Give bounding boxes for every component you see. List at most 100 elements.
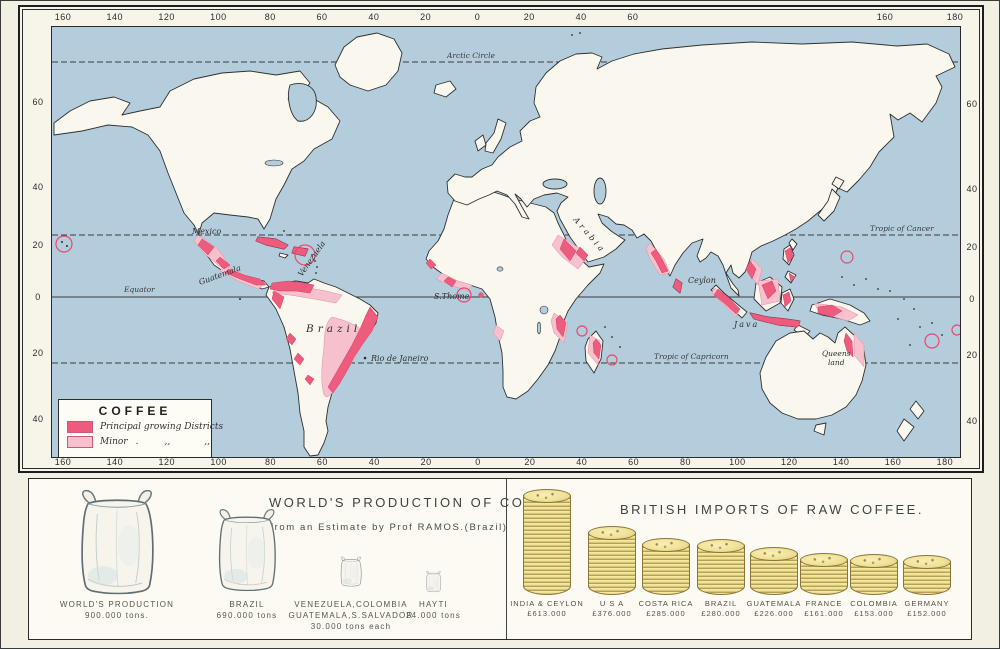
jamaica-island	[278, 252, 289, 259]
imports-title: BRITISH IMPORTS OF RAW COFFEE.	[620, 502, 924, 517]
axis-tick-label: 0	[475, 457, 481, 467]
axis-tick-label: 140	[106, 12, 124, 22]
sack-label: BRAZIL	[229, 600, 265, 609]
british-imports-section: BRITISH IMPORTS OF RAW COFFEE. INDIA & C…	[506, 479, 971, 639]
sack-value: 24.000 tons	[405, 611, 461, 620]
legend-title: COFFEE	[98, 404, 172, 418]
coin-value: £161.000	[804, 609, 844, 618]
legend-row-minor: Minor . ,, ,,	[67, 436, 210, 448]
axis-tick-label: 40	[575, 12, 587, 22]
brazil-label: Brazil	[305, 323, 361, 335]
minor-island-rings	[55, 235, 960, 366]
axis-tick-label: 160	[884, 457, 902, 467]
ireland-island	[474, 134, 487, 152]
iceland-landmass	[433, 80, 457, 98]
coin-stack-colombia: COLOMBIA £153.000	[826, 554, 922, 618]
mexico-label: Mexico	[191, 227, 221, 236]
coin-stack-france: FRANCE £161.000	[776, 553, 872, 618]
axis-tick-label: 120	[158, 457, 176, 467]
sthome-label: S.Thome	[434, 292, 470, 301]
coin-value: £226.000	[754, 609, 794, 618]
north-america-landmass	[53, 70, 341, 290]
arctic-circle-label: Arctic Circle	[446, 51, 496, 60]
coin-label: GUATEMALA	[746, 599, 802, 608]
coin-stack-graphic	[588, 526, 636, 595]
axis-tick-label: 40	[576, 457, 588, 467]
ditto-dot: .	[135, 437, 139, 447]
coin-value: £153.000	[854, 609, 894, 618]
lakes	[264, 159, 549, 335]
queensland-label-line2: land	[828, 358, 845, 367]
coin-label: BRAZIL	[704, 599, 738, 608]
ceylon-label: Ceylon	[688, 276, 716, 285]
coin-stack-costa-rica: COSTA RICA £285.000	[618, 538, 714, 618]
axis-tick-label: 180	[936, 457, 954, 467]
axis-tick-label: 40	[368, 457, 380, 467]
coin-stack-usa: U S A £376.000	[564, 526, 660, 618]
coin-stack-india-ceylon: INDIA & CEYLON £613.000	[499, 489, 595, 618]
statistics-panel: WORLD'S PRODUCTION OF COFFEE from an Est…	[28, 478, 972, 640]
axis-tick-label: 20	[32, 240, 44, 250]
new-zealand-south	[896, 418, 915, 442]
axis-tick-label: 20	[966, 350, 978, 360]
eurasia-landmass	[446, 41, 956, 297]
coin-value: £613.000	[527, 609, 567, 618]
axis-tick-label: 60	[628, 457, 640, 467]
sack-caption: WORLD'S PRODUCTION 900.000 tons.	[22, 595, 212, 621]
axis-tick-label: 0	[969, 294, 975, 304]
principal-district-swatch	[67, 421, 93, 433]
world-map-frame: 160 140 120 100 80 60 40 20 0 20 40 60 1…	[18, 5, 984, 473]
axis-tick-label: 20	[420, 457, 432, 467]
axis-tick-label: 60	[32, 97, 44, 107]
coin-stack-graphic	[903, 555, 951, 595]
axis-tick-label: 100	[210, 12, 227, 22]
coin-value: £285.000	[646, 609, 686, 618]
british-isles	[484, 118, 507, 154]
axis-tick-label: 160	[876, 12, 894, 22]
worlds-production-section: WORLD'S PRODUCTION OF COFFEE from an Est…	[29, 479, 565, 639]
coin-value: £376.000	[592, 609, 632, 618]
axis-tick-label: 60	[627, 12, 639, 22]
coin-label: COLOMBIA	[850, 599, 898, 608]
axis-tick-label: 60	[966, 99, 978, 109]
sack-caption: BRAZIL 690.000 tons	[152, 595, 342, 621]
coin-stack-graphic	[800, 553, 848, 595]
axis-tick-label: 40	[368, 12, 380, 22]
sack-hayti: HAYTI 24.000 tons	[406, 568, 460, 620]
axis-tick-label: 100	[210, 457, 227, 467]
axis-tick-label: 60	[316, 12, 328, 22]
coin-stack-guatemala: GUATEMALA £226.000	[726, 547, 822, 618]
rio-de-janeiro-label: Rio de Janeiro	[370, 354, 429, 363]
coffee-sack-graphic	[339, 548, 363, 595]
coin-caption: COLOMBIA £153.000	[826, 595, 922, 619]
axis-top-left: 160 140 120 100 80 60 40 20 0 20 40 60	[50, 12, 646, 22]
axis-tick-label: 20	[524, 457, 536, 467]
sack-label: WORLD'S PRODUCTION	[59, 600, 175, 609]
coin-stack-graphic	[642, 538, 690, 595]
axis-tick-label: 140	[106, 457, 124, 467]
coin-label: U S A	[599, 599, 625, 608]
imports-title-block: BRITISH IMPORTS OF RAW COFFEE.	[573, 501, 971, 519]
hokkaido-island	[831, 176, 845, 190]
coin-stack-graphic	[697, 539, 745, 595]
island-dots	[61, 32, 943, 360]
axis-tick-label: 160	[54, 457, 72, 467]
axis-tick-label: 120	[158, 12, 175, 22]
coin-value: £152.000	[907, 609, 947, 618]
java-label: Java	[732, 320, 759, 329]
coin-label: INDIA & CEYLON	[510, 599, 584, 608]
minor-district-label: Minor	[100, 437, 128, 447]
axis-tick-label: 20	[523, 12, 535, 22]
axis-tick-label: 100	[729, 457, 746, 467]
axis-tick-label: 0	[474, 12, 481, 22]
axis-top-right: 160 180	[872, 12, 968, 22]
minor-district-swatch	[67, 436, 93, 448]
coin-stack-germany: GERMANY £152.000	[879, 555, 975, 618]
sack-label: HAYTI	[419, 600, 448, 609]
tasmania-island	[813, 422, 827, 436]
sack-label2: GUATEMALA,S.SALVADOR	[288, 611, 414, 620]
coin-caption: U S A £376.000	[564, 595, 660, 619]
principal-district-label: Principal growing Districts	[100, 422, 224, 432]
axis-tick-label: 80	[679, 457, 691, 467]
axis-tick-label: 60	[316, 457, 328, 467]
